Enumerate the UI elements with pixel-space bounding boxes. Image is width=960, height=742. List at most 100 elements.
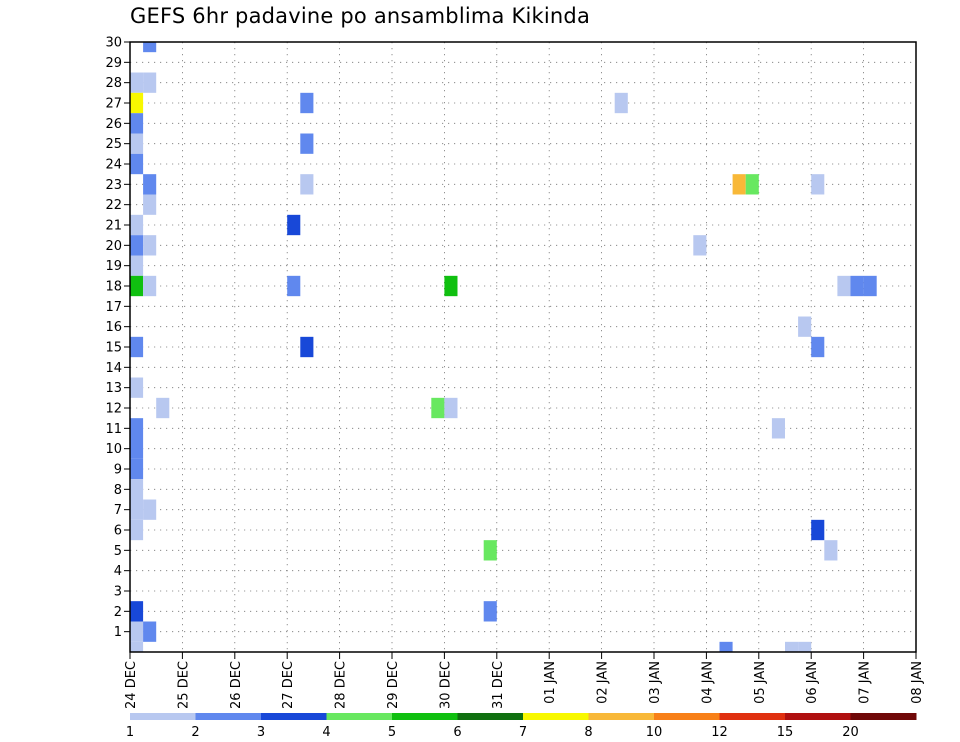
precip-cell: [483, 540, 497, 561]
x-tick-label: 02 JAN: [596, 661, 611, 704]
y-tick-label: 22: [105, 198, 122, 213]
precip-cell: [130, 519, 144, 541]
colorbar-label: 3: [257, 725, 265, 740]
colorbar-label: 10: [646, 725, 663, 740]
precip-cell: [143, 235, 157, 256]
y-tick-label: 4: [114, 564, 122, 579]
colorbar-swatch: [130, 713, 196, 720]
precip-cell: [719, 641, 733, 652]
y-tick-label: 1: [114, 625, 122, 640]
precip-cell: [156, 397, 170, 419]
colorbar-swatch: [261, 713, 327, 720]
precip-cell: [785, 641, 799, 652]
colorbar-swatch: [588, 713, 655, 720]
colorbar-swatch: [523, 713, 589, 720]
precip-cell: [771, 418, 785, 439]
x-tick-label: 05 JAN: [753, 661, 768, 704]
colorbar-swatch: [654, 713, 720, 720]
colorbar-swatch: [392, 713, 458, 720]
y-tick-label: 13: [105, 381, 122, 396]
colorbar-label: 6: [453, 725, 461, 740]
precip-cell: [745, 174, 759, 195]
y-tick-label: 18: [105, 280, 122, 295]
precip-cell: [811, 174, 825, 195]
precip-cell: [483, 601, 497, 622]
precip-cell: [300, 133, 314, 154]
colorbar-label: 20: [842, 725, 859, 740]
x-tick-label: 03 JAN: [648, 661, 663, 704]
y-tick-label: 27: [105, 97, 122, 112]
precip-cell: [130, 214, 144, 236]
precip-cell: [130, 641, 144, 652]
y-tick-label: 17: [105, 300, 122, 315]
y-tick-label: 16: [105, 320, 122, 335]
y-tick-label: 20: [105, 239, 122, 254]
precip-cell: [143, 621, 157, 642]
precip-cell: [444, 275, 458, 297]
colorbar-label: 7: [519, 725, 527, 740]
precip-cell: [824, 540, 838, 561]
y-tick-label: 21: [105, 219, 122, 234]
colorbar-label: 12: [711, 725, 728, 740]
colorbar-swatch: [785, 713, 851, 720]
x-tick-label: 28 DEC: [334, 661, 349, 709]
y-tick-label: 9: [114, 463, 122, 478]
precip-cell: [811, 519, 825, 541]
precip-cell: [130, 601, 144, 622]
precip-cell: [287, 275, 301, 297]
precip-cell: [300, 92, 314, 114]
precip-cell: [798, 641, 812, 652]
precip-cell: [130, 499, 144, 520]
y-tick-label: 30: [105, 36, 122, 51]
colorbar-label: 2: [191, 725, 199, 740]
x-tick-label: 08 JAN: [910, 661, 925, 704]
x-tick-label: 01 JAN: [543, 661, 558, 704]
precip-cell: [130, 418, 144, 439]
y-tick-label: 8: [114, 483, 122, 498]
chart-title: GEFS 6hr padavine po ansamblima Kikinda: [130, 4, 591, 28]
x-tick-label: 30 DEC: [438, 661, 453, 709]
precip-cell: [693, 235, 707, 256]
precip-cell: [130, 72, 144, 93]
precip-cell: [130, 255, 144, 276]
y-tick-label: 24: [105, 158, 122, 173]
precipitation-cells: [130, 42, 877, 652]
y-tick-label: 29: [105, 56, 122, 71]
colorbar-legend: 1 2 3 4 5 6 7 8 10 12 15 20: [126, 713, 917, 740]
precip-cell: [143, 194, 157, 215]
y-tick-label: 2: [114, 605, 122, 620]
x-tick-label: 06 JAN: [805, 661, 820, 704]
colorbar-label: 15: [777, 725, 794, 740]
precip-cell: [130, 621, 144, 642]
precip-cell: [130, 438, 144, 459]
precip-cell: [431, 397, 445, 419]
grid-lines: [130, 41, 916, 652]
precip-cell: [300, 174, 314, 195]
colorbar-label: 5: [388, 725, 396, 740]
x-tick-label: 07 JAN: [858, 661, 873, 704]
x-tick-label: 25 DEC: [176, 661, 191, 709]
y-tick-label: 7: [114, 503, 122, 518]
precip-cell: [143, 174, 157, 195]
y-tick-label: 6: [114, 524, 122, 539]
precip-cell: [811, 336, 825, 358]
colorbar-swatch: [195, 713, 262, 720]
precip-cell: [444, 397, 458, 419]
y-tick-label: 5: [114, 544, 122, 559]
precip-cell: [732, 174, 746, 195]
precip-cell: [130, 458, 144, 480]
plot-frame: [129, 41, 917, 653]
x-tick-label: 26 DEC: [229, 661, 244, 709]
precip-cell: [614, 92, 628, 114]
x-tick-label: 31 DEC: [491, 661, 506, 709]
y-tick-label: 12: [105, 402, 122, 417]
colorbar-label: 4: [322, 725, 330, 740]
colorbar-label: 8: [584, 725, 592, 740]
y-tick-label: 11: [105, 422, 122, 437]
precip-cell: [130, 235, 144, 256]
colorbar-swatch: [457, 713, 524, 720]
precip-cell: [130, 377, 144, 398]
y-tick-label: 25: [105, 137, 122, 152]
y-tick-label: 23: [105, 178, 122, 193]
